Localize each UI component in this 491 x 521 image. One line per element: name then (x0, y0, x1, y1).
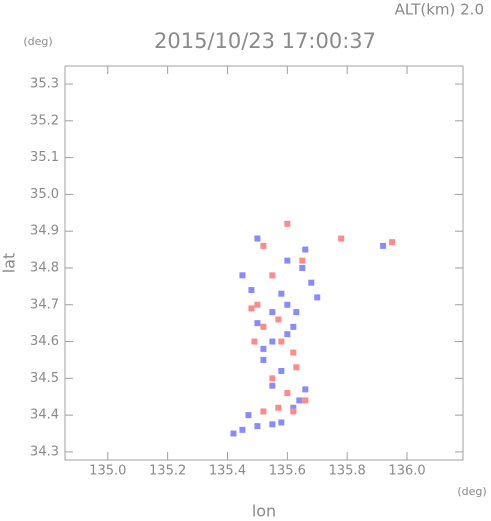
data-point (239, 272, 246, 279)
data-point (284, 390, 291, 397)
data-point (299, 264, 306, 271)
plot-frame (64, 65, 464, 461)
data-point (248, 305, 255, 312)
data-point (269, 382, 276, 389)
data-point (278, 338, 285, 345)
data-point (269, 272, 276, 279)
chart-subtitle: 2015/10/23 17:00:37 (154, 29, 376, 53)
data-point (260, 323, 267, 330)
data-point (269, 338, 276, 345)
data-point (290, 404, 297, 411)
data-point (230, 430, 237, 437)
data-point (296, 397, 303, 404)
data-point (269, 375, 276, 382)
data-point (254, 423, 261, 430)
chart-title: ALT(km) 2.0 (395, 1, 484, 19)
y-tick-label: 34.4 (30, 408, 59, 423)
data-point (269, 421, 276, 428)
data-point (245, 412, 252, 419)
x-tick-label: 135.0 (89, 464, 126, 479)
x-unit: (deg) (457, 485, 486, 498)
data-point (254, 320, 261, 327)
x-tick-label: 135.2 (149, 464, 186, 479)
data-point (248, 287, 255, 294)
data-point (260, 408, 267, 415)
data-point (284, 301, 291, 308)
data-point (260, 345, 267, 352)
y-tick-label: 35.0 (30, 187, 59, 202)
data-point (284, 331, 291, 338)
data-point (290, 323, 297, 330)
y-tick-label: 35.2 (30, 113, 59, 128)
y-axis-label: lat (0, 253, 19, 274)
data-point (260, 242, 267, 249)
x-tick-label: 136.0 (388, 464, 425, 479)
y-unit: (deg) (23, 35, 52, 48)
data-point (302, 386, 309, 393)
data-point (293, 309, 300, 316)
data-point (254, 301, 261, 308)
x-tick-label: 135.6 (269, 464, 306, 479)
x-axis-label: lon (252, 502, 276, 521)
data-point (278, 419, 285, 426)
data-point (338, 235, 345, 242)
data-point (251, 338, 258, 345)
data-point (293, 364, 300, 371)
x-tick-label: 135.4 (209, 464, 246, 479)
y-tick-label: 34.3 (30, 444, 59, 459)
data-point (380, 242, 387, 249)
data-point (314, 294, 321, 301)
data-point (302, 397, 309, 404)
data-point (302, 246, 309, 253)
data-point (254, 235, 261, 242)
data-point (284, 257, 291, 264)
data-point (239, 426, 246, 433)
y-tick-label: 35.3 (30, 77, 59, 92)
data-point (284, 220, 291, 227)
x-tick-label: 135.8 (329, 464, 366, 479)
data-point (260, 356, 267, 363)
data-point (278, 367, 285, 374)
y-tick-label: 34.8 (30, 260, 59, 275)
data-point (275, 316, 282, 323)
y-tick-label: 34.5 (30, 371, 59, 386)
y-tick-label: 34.6 (30, 334, 59, 349)
data-point (278, 290, 285, 297)
data-point (269, 309, 276, 316)
y-tick-label: 35.1 (30, 150, 59, 165)
y-tick-label: 34.9 (30, 224, 59, 239)
y-tick-label: 34.7 (30, 297, 59, 312)
data-point (290, 349, 297, 356)
data-point (299, 257, 306, 264)
data-point (308, 279, 315, 286)
data-point (275, 404, 282, 411)
data-point (389, 239, 396, 246)
data-point (290, 408, 297, 415)
